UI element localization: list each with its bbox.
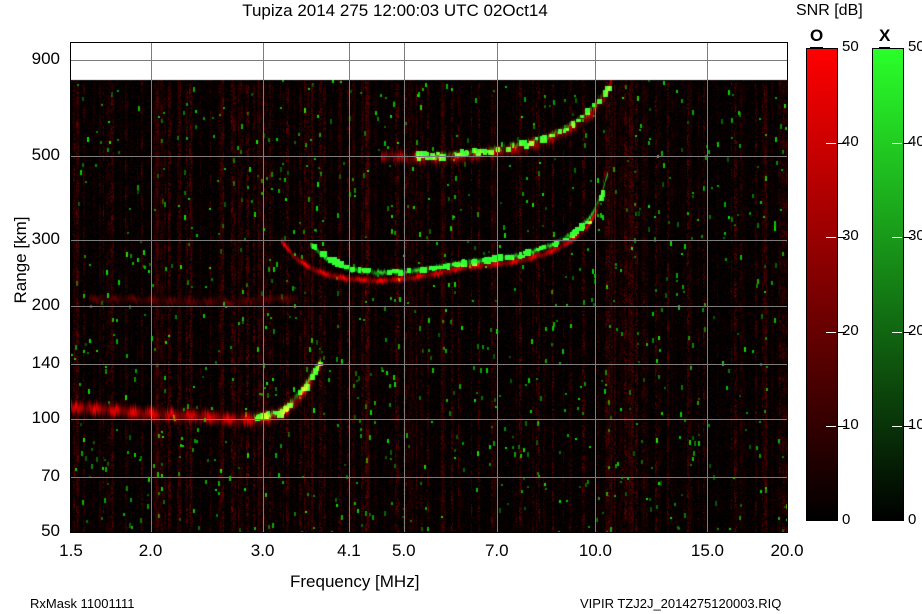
colorbar-tick-dash [892, 426, 902, 428]
y-tick-label: 100 [31, 407, 60, 427]
y-axis-label: Range [km] [11, 216, 30, 304]
x-axis-label: Frequency [MHz] [290, 572, 420, 591]
grid-line-horizontal [71, 363, 787, 365]
colorbar-o-tick: 40 [842, 132, 859, 150]
grid-line-horizontal [71, 60, 787, 62]
vipir-footer: VIPIR TZJ2J_2014275120003.RIQ [580, 596, 782, 611]
colorbar-x-tick: 40 [908, 132, 922, 150]
grid-line-vertical [595, 43, 597, 532]
x-tick-label: 1.5 [59, 541, 83, 560]
y-tick-label: 50 [41, 521, 60, 540]
colorbar-o-tick: 10 [842, 416, 859, 434]
rxmask-footer: RxMask 11001111 [30, 596, 135, 611]
colorbar-tick-dash [826, 426, 836, 428]
colorbar-tick-dash [826, 237, 836, 239]
colorbar-o-label: O [810, 26, 824, 49]
colorbar-o-tick: 50 [842, 38, 859, 55]
grid-line-vertical [403, 43, 405, 532]
grid-line-horizontal [71, 156, 787, 158]
colorbar-tick-dash [904, 142, 912, 144]
colorbar-tick-dash [838, 426, 846, 428]
y-tick-label: 900 [31, 49, 60, 69]
colorbar-tick-dash [904, 237, 912, 239]
grid-line-horizontal [71, 305, 787, 307]
x-tick-label: 15.0 [690, 541, 725, 560]
grid-line-horizontal [71, 239, 787, 241]
colorbar-o-tick: 20 [842, 321, 859, 339]
grid-line-horizontal [71, 418, 787, 420]
plot-inner [71, 43, 787, 532]
colorbar-title: SNR [dB] [796, 2, 863, 19]
colorbar-x-tick: 10 [908, 416, 922, 434]
ionogram-canvas [71, 43, 787, 532]
colorbar-x-tick: 50 [908, 38, 922, 55]
colorbar-o-tick: 30 [842, 227, 859, 245]
colorbar-tick-dash [892, 237, 902, 239]
y-tick-label: 70 [41, 466, 60, 486]
x-tick-label: 5.0 [391, 541, 416, 560]
x-tick-label: 3.0 [250, 541, 275, 560]
colorbar-tick-dash [892, 142, 902, 144]
colorbar-o [806, 48, 838, 521]
colorbar-tick-dash [904, 331, 912, 333]
y-tick-label: 140 [31, 352, 60, 372]
ionogram-plot [70, 42, 788, 533]
x-tick-label: 2.0 [138, 541, 163, 560]
x-tick-label: 10.0 [578, 541, 612, 560]
colorbar-tick-dash [838, 331, 846, 333]
y-tick-label: 200 [31, 294, 60, 314]
grid-line-horizontal [71, 477, 787, 479]
colorbar-x-label: X [879, 26, 891, 49]
grid-line-vertical [707, 43, 709, 532]
y-tick-label: 300 [31, 228, 60, 248]
colorbar-x-tick: 20 [908, 321, 922, 339]
grid-line-vertical [262, 43, 264, 532]
x-tick-label: 4.1 [337, 541, 361, 560]
colorbar-x-tick: 0 [908, 511, 917, 528]
colorbar-o-tick: 0 [842, 511, 851, 528]
y-tick-label: 500 [31, 145, 60, 165]
colorbar-tick-dash [826, 142, 836, 144]
page-title: Tupiza 2014 275 12:00:03 UTC 02Oct14 [242, 1, 548, 20]
grid-line-vertical [496, 43, 498, 532]
colorbar-tick-dash [904, 426, 912, 428]
colorbar-tick-dash [892, 331, 902, 333]
grid-line-vertical [150, 43, 152, 532]
x-tick-label: 7.0 [484, 541, 509, 560]
x-tick-label: 20.0 [770, 541, 804, 560]
grid-line-vertical [348, 43, 350, 532]
colorbar-x [872, 48, 904, 521]
colorbar-tick-dash [826, 331, 836, 333]
colorbar-x-tick: 30 [908, 227, 922, 245]
colorbar-tick-dash [838, 237, 846, 239]
colorbar-tick-dash [838, 142, 846, 144]
